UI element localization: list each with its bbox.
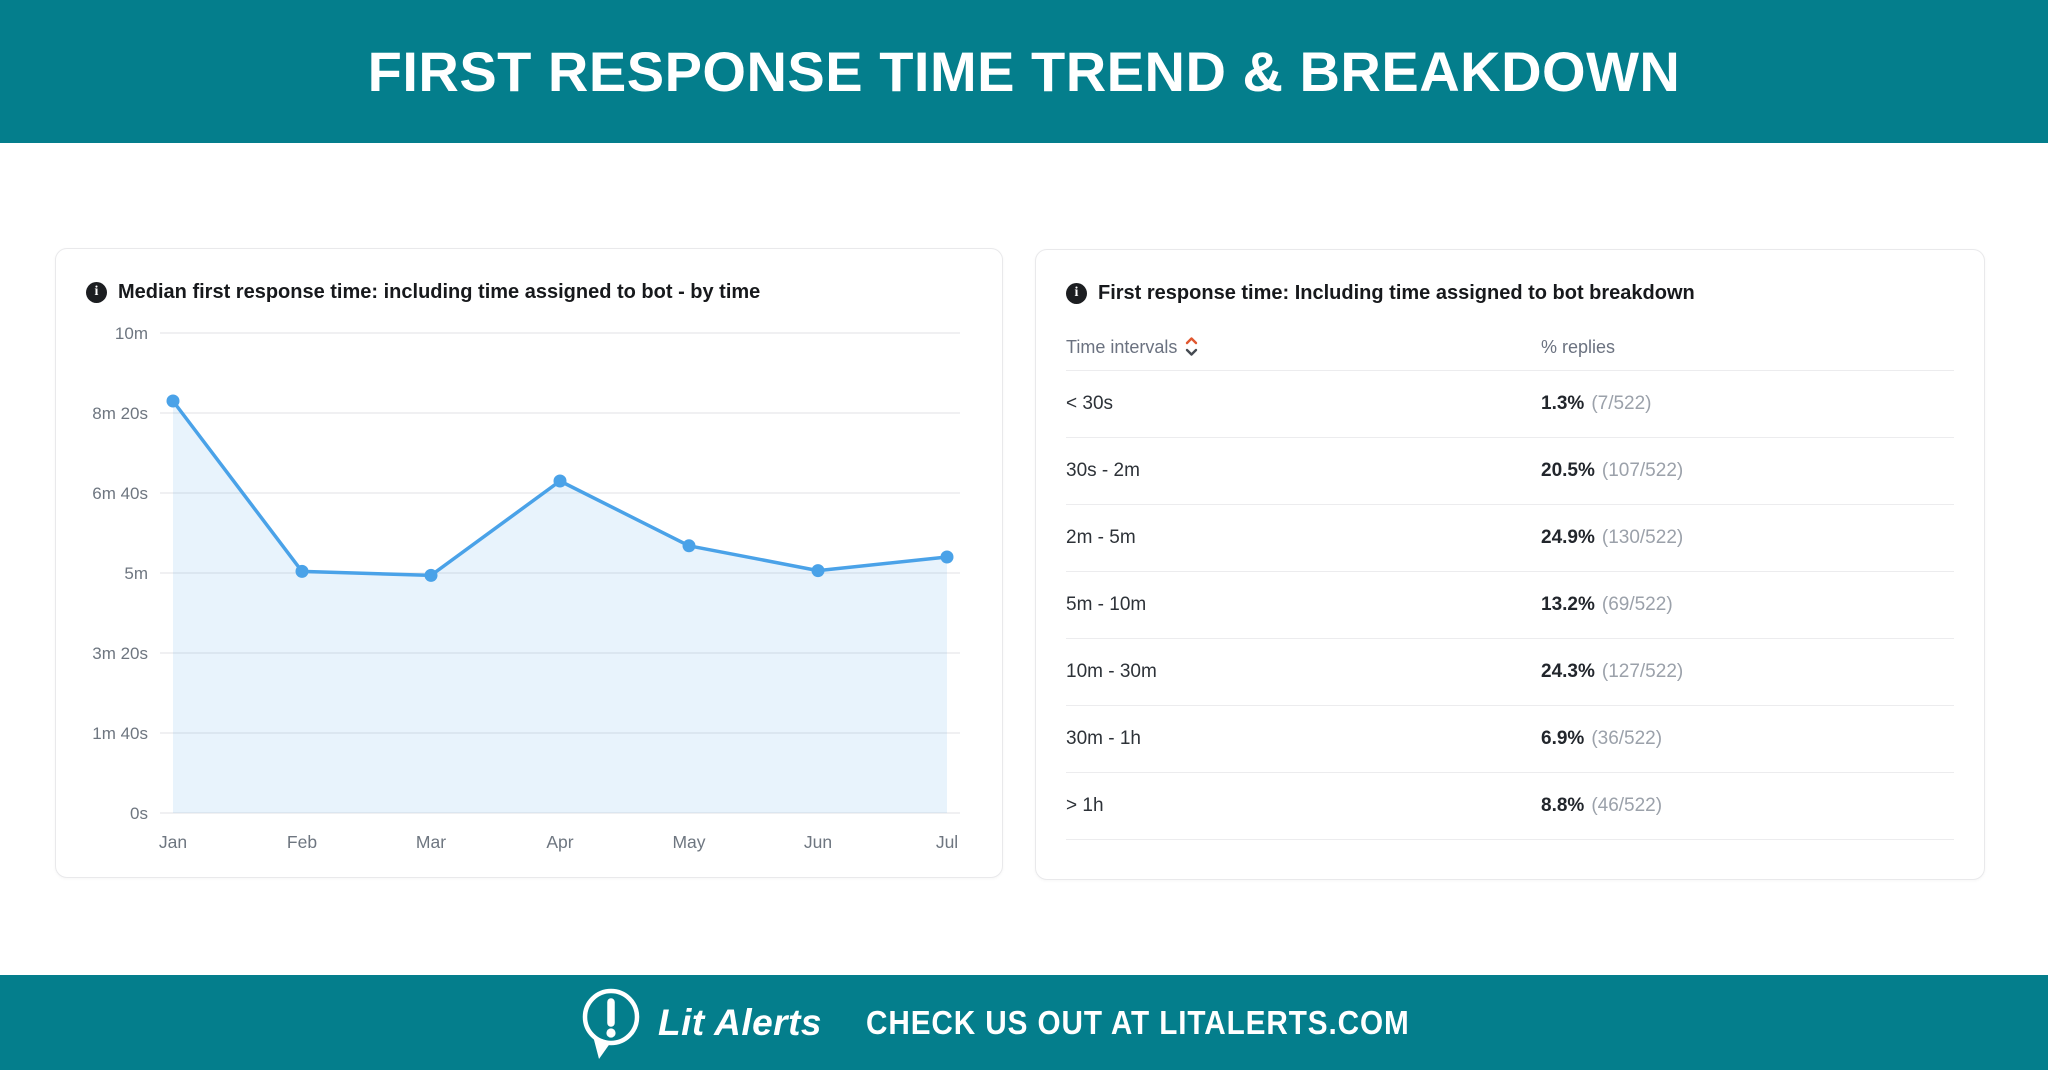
x-axis-tick: Jul [936, 832, 958, 852]
interval-cell: < 30s [1066, 393, 1114, 414]
y-axis-tick: 1m 40s [92, 724, 148, 743]
column-header-percent-replies: % replies [1541, 337, 1954, 358]
percent-value: 8.8% [1541, 795, 1585, 816]
y-axis-tick: 8m 20s [92, 404, 148, 423]
percent-value: 24.3% [1541, 661, 1595, 682]
chart-point-jul[interactable] [940, 550, 954, 564]
x-axis-tick: May [672, 832, 705, 852]
y-axis-tick: 0s [130, 804, 148, 823]
y-axis-tick: 10m [115, 324, 148, 343]
breakdown-table-card: i First response time: Including time as… [1035, 249, 1985, 880]
fraction-value: (69/522) [1601, 594, 1673, 615]
header-banner: FIRST RESPONSE TIME TREND & BREAKDOWN [0, 0, 2048, 143]
percent-cell: 13.2% (69/522) [1541, 594, 1954, 616]
fraction-value: (130/522) [1601, 527, 1684, 548]
table-card-title: First response time: Including time assi… [1098, 281, 1695, 304]
x-axis-tick: Mar [416, 832, 446, 852]
sort-icon[interactable] [1185, 336, 1198, 358]
column-header-time-intervals[interactable]: Time intervals [1066, 336, 1541, 358]
chart-area-fill [173, 401, 947, 813]
percent-cell: 1.3% (7/522) [1541, 393, 1954, 415]
y-axis-tick: 6m 40s [92, 484, 148, 503]
percent-replies-label: % replies [1541, 336, 1616, 357]
percent-value: 24.9% [1541, 527, 1595, 548]
brand-name: Lit Alerts [657, 1001, 822, 1043]
table-row: 30m - 1h 6.9% (36/522) [1066, 706, 1954, 773]
percent-cell: 24.9% (130/522) [1541, 527, 1954, 549]
table-header-row: Time intervals % replies [1066, 324, 1954, 371]
interval-cell: 5m - 10m [1066, 594, 1147, 615]
chart-point-apr[interactable] [553, 474, 567, 488]
percent-cell: 6.9% (36/522) [1541, 728, 1954, 750]
x-axis-tick: Jun [804, 832, 832, 852]
chart-point-mar[interactable] [424, 568, 438, 582]
sort-up-chevron-icon [1186, 337, 1198, 345]
fraction-value: (36/522) [1591, 728, 1663, 749]
speech-bubble-tail [592, 1035, 611, 1059]
table-row: 2m - 5m 24.9% (130/522) [1066, 505, 1954, 572]
interval-cell: > 1h [1066, 795, 1104, 816]
percent-value: 1.3% [1541, 393, 1585, 414]
x-axis-tick: Jan [159, 832, 187, 852]
interval-cell: 30s - 2m [1066, 460, 1140, 481]
interval-cell: 2m - 5m [1066, 527, 1136, 548]
page-title: FIRST RESPONSE TIME TREND & BREAKDOWN [367, 40, 1681, 103]
info-icon[interactable]: i [86, 281, 107, 303]
table-card-title-row: i First response time: Including time as… [1036, 250, 1984, 310]
y-axis-tick: 3m 20s [92, 644, 148, 663]
x-axis-tick: Feb [287, 832, 317, 852]
fraction-value: (46/522) [1591, 795, 1663, 816]
y-axis-tick: 5m [124, 564, 148, 583]
info-icon[interactable]: i [1066, 282, 1087, 304]
table-row: < 30s 1.3% (7/522) [1066, 371, 1954, 438]
chart-point-jan[interactable] [166, 394, 180, 408]
fraction-value: (107/522) [1601, 460, 1684, 481]
percent-value: 20.5% [1541, 460, 1595, 481]
breakdown-table: Time intervals % replies < 30s 1.3% (7/52… [1036, 324, 1984, 840]
table-row: 10m - 30m 24.3% (127/522) [1066, 639, 1954, 706]
time-intervals-label: Time intervals [1066, 336, 1178, 357]
lit-alerts-logo-icon [582, 988, 640, 1059]
response-time-line-chart: 0s 1m 40s 3m 20s 5m 6m 40s 8m 20s 10m Jan Feb Mar… [92, 324, 960, 852]
percent-cell: 20.5% (107/522) [1541, 460, 1954, 482]
chart-point-feb[interactable] [295, 564, 309, 578]
interval-cell: 30m - 1h [1066, 728, 1141, 749]
chart-point-jun[interactable] [811, 564, 825, 578]
trend-chart-card: i Median first response time: including … [55, 248, 1003, 878]
sort-down-chevron-icon [1186, 348, 1198, 356]
chart-point-may[interactable] [682, 539, 696, 553]
footer-banner: Lit Alerts CHECK US OUT AT LITALERTS.COM [0, 975, 2048, 1070]
percent-value: 13.2% [1541, 594, 1595, 615]
footer-tagline: CHECK US OUT AT LITALERTS.COM [865, 1003, 1410, 1041]
percent-value: 6.9% [1541, 728, 1585, 749]
interval-cell: 10m - 30m [1066, 661, 1157, 682]
table-row: 30s - 2m 20.5% (107/522) [1066, 438, 1954, 505]
percent-cell: 24.3% (127/522) [1541, 661, 1954, 683]
exclamation-dot [606, 1027, 616, 1038]
brand-group: Lit Alerts [578, 985, 822, 1061]
chart-card-title: Median first response time: including ti… [118, 280, 761, 303]
fraction-value: (7/522) [1591, 393, 1652, 414]
percent-cell: 8.8% (46/522) [1541, 795, 1954, 817]
x-axis-tick: Apr [546, 832, 573, 852]
chart-card-title-row: i Median first response time: including … [56, 249, 1002, 309]
table-row: > 1h 8.8% (46/522) [1066, 773, 1954, 840]
table-row: 5m - 10m 13.2% (69/522) [1066, 572, 1954, 639]
fraction-value: (127/522) [1601, 661, 1684, 682]
